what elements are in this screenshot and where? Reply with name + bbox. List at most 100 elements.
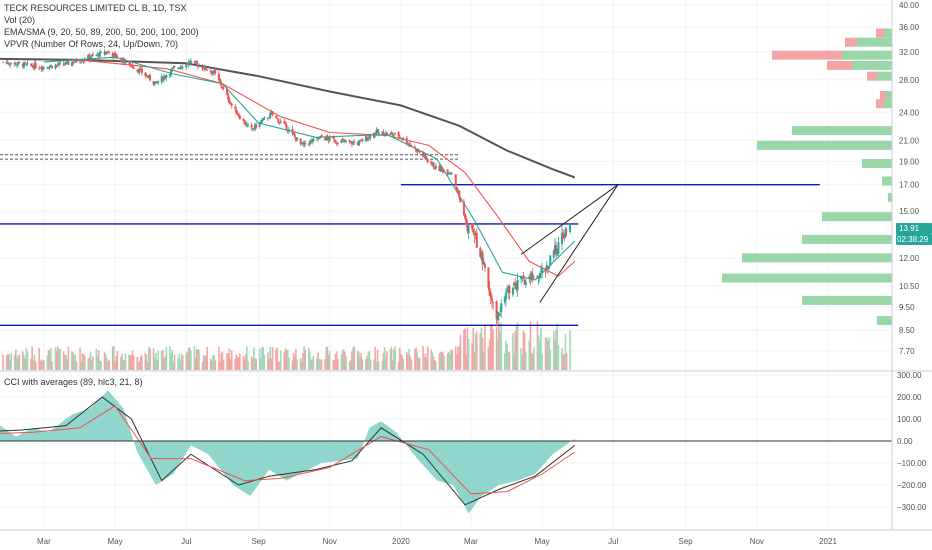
candle-body xyxy=(553,245,556,252)
volume-bar xyxy=(309,351,311,370)
candle-body xyxy=(441,169,444,173)
candle-body xyxy=(369,136,372,138)
volume-bar xyxy=(556,323,559,370)
candle-body xyxy=(410,145,413,147)
candle-body xyxy=(163,76,166,80)
volume-bar xyxy=(356,350,359,370)
candle-body xyxy=(186,63,189,65)
volume-bar xyxy=(295,348,297,370)
volume-bar xyxy=(554,340,556,370)
volume-bar xyxy=(482,352,485,370)
volume-bar xyxy=(115,356,117,370)
candle-body xyxy=(522,276,525,278)
candle-body xyxy=(451,172,454,174)
candle-body xyxy=(466,226,469,232)
volume-bar xyxy=(136,356,138,370)
candle-body xyxy=(544,268,547,271)
candle-body xyxy=(438,165,441,171)
volume-bar xyxy=(513,353,515,370)
legend-cci[interactable]: CCI with averages (89, hlc3, 21, 8) xyxy=(4,377,143,387)
volume-bar xyxy=(149,348,151,370)
candle-body xyxy=(548,266,551,269)
candle-body xyxy=(173,66,176,67)
volume-bar xyxy=(433,360,436,370)
volume-bar xyxy=(540,327,542,370)
volume-bar xyxy=(246,346,248,370)
volume-bar xyxy=(178,354,181,370)
candle-body xyxy=(454,174,457,186)
volume-bar xyxy=(34,361,37,370)
candle-body xyxy=(17,62,20,65)
candle-body xyxy=(530,272,533,280)
legend-emasma[interactable]: EMA/SMA (9, 20, 50, 89, 200, 50, 200, 10… xyxy=(4,27,199,37)
candle-body xyxy=(523,279,526,285)
candle-body xyxy=(104,52,107,55)
volume-bar xyxy=(472,327,475,370)
volume-bar xyxy=(43,359,45,370)
candle-body xyxy=(417,149,420,152)
volume-bar xyxy=(484,324,486,370)
volume-bar xyxy=(22,351,24,370)
horizontal-lines[interactable] xyxy=(0,154,820,327)
volume-bar xyxy=(508,351,511,370)
candle-body xyxy=(398,136,401,138)
volume-bar xyxy=(190,350,192,370)
cci-tick-label: −300.00 xyxy=(897,503,927,512)
candle-body xyxy=(513,282,516,286)
volume-bar xyxy=(367,351,370,370)
candle-body xyxy=(357,140,360,146)
volume-bar xyxy=(348,361,351,370)
candle-body xyxy=(325,136,328,141)
candle-body xyxy=(318,137,321,139)
candle-body xyxy=(58,62,61,66)
volume-bar xyxy=(442,352,444,370)
legend-volume[interactable]: Vol (20) xyxy=(4,15,36,25)
candle-body xyxy=(342,140,345,142)
volume-bar xyxy=(454,346,457,370)
volume-bar xyxy=(124,353,127,370)
price-badge-bg xyxy=(896,223,932,234)
candle-body xyxy=(88,54,91,60)
volume-bar xyxy=(228,348,231,370)
candle-body xyxy=(271,111,274,115)
candle-body xyxy=(343,139,346,142)
vpvr-down-bar xyxy=(772,50,842,60)
candle-body xyxy=(277,119,280,123)
candle-body xyxy=(511,287,514,295)
volume-bar xyxy=(415,347,417,370)
volume-bar xyxy=(341,350,344,370)
volume-bar xyxy=(187,348,190,370)
chart-title[interactable]: TECK RESOURCES LIMITED CL B, 1D, TSX xyxy=(4,3,187,13)
candle-body xyxy=(473,233,476,236)
volume-bar xyxy=(516,322,519,370)
candle-body xyxy=(59,62,62,64)
candle-body xyxy=(132,67,135,69)
candle-body xyxy=(213,70,216,74)
volume-bar xyxy=(138,360,141,370)
candle-body xyxy=(41,66,44,71)
volume-bar xyxy=(365,358,367,370)
volume-bar xyxy=(394,346,396,370)
volume-bar xyxy=(162,349,164,370)
volume-bar xyxy=(438,353,441,370)
x-tick-label: Jul xyxy=(181,537,191,546)
candle-body xyxy=(242,118,245,121)
volume-bar xyxy=(296,359,298,370)
trendlines[interactable] xyxy=(520,184,619,303)
volume-bar xyxy=(263,354,266,370)
candle-body xyxy=(569,223,572,232)
volume-bar xyxy=(564,334,567,370)
candle-body xyxy=(507,287,510,292)
candle-body xyxy=(384,132,387,136)
volume-bar xyxy=(300,361,303,370)
legend-vpvr[interactable]: VPVR (Number Of Rows, 24, Up/Down, 70) xyxy=(4,39,179,49)
volume-bar xyxy=(435,361,437,370)
volume-bar xyxy=(507,351,510,370)
candle-body xyxy=(130,65,133,67)
volume-bar xyxy=(317,352,319,370)
volume-bar xyxy=(100,361,102,370)
volume-bar xyxy=(397,361,400,370)
volume-bar xyxy=(463,329,465,370)
